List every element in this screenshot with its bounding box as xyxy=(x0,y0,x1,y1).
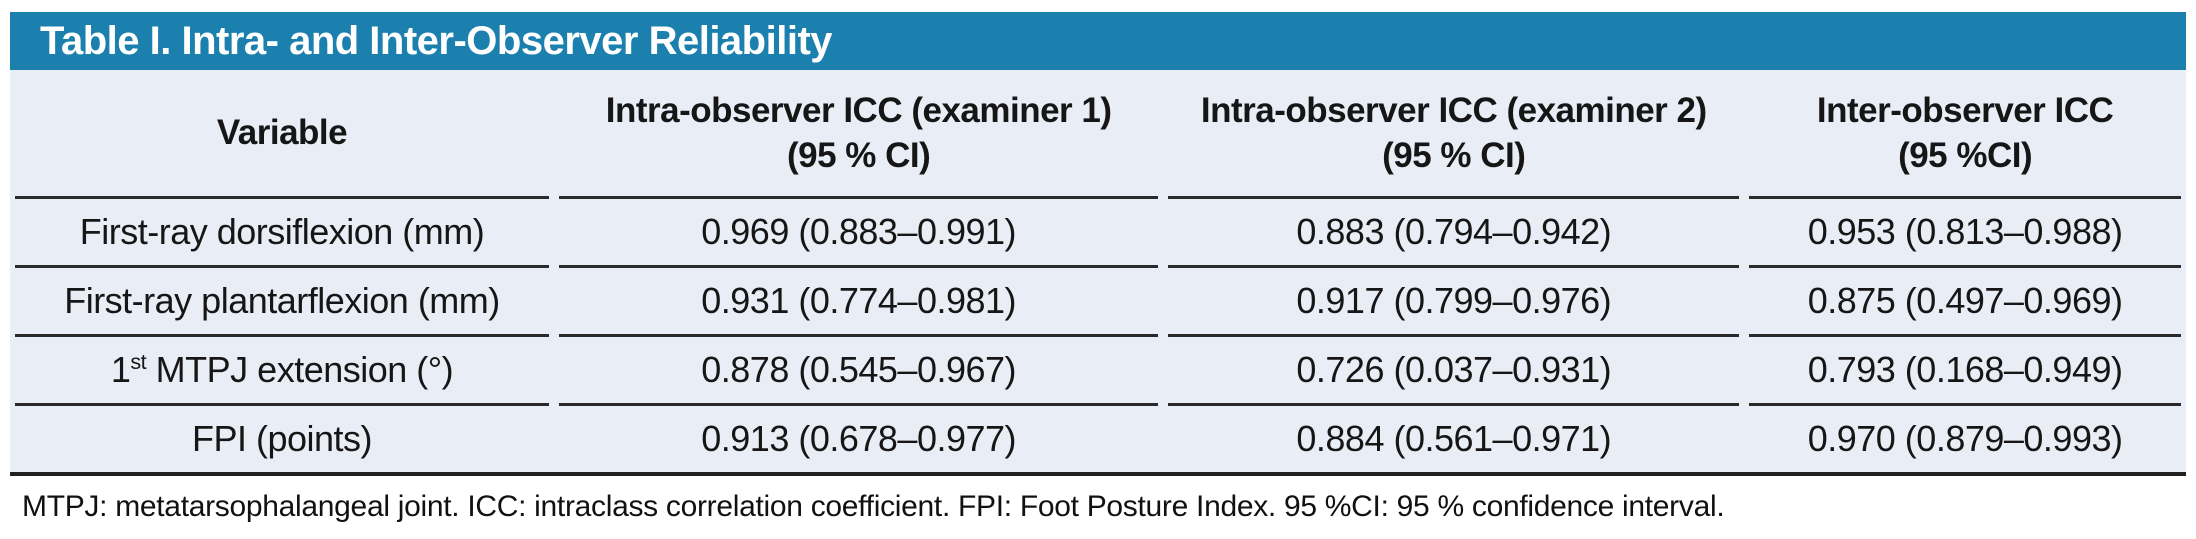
icc-value: 0.917 (0.799–0.976) xyxy=(1296,280,1612,321)
table-row: FPI (points) 0.913 (0.678–0.977) 0.884 (… xyxy=(10,403,2186,472)
column-header-label: Inter-observer ICC xyxy=(1816,90,2114,130)
column-header-inter-observer: Inter-observer ICC (95 %CI) xyxy=(1749,70,2181,196)
icc-value: 0.970 (0.879–0.993) xyxy=(1807,418,2123,459)
variable-cell: First-ray dorsiflexion (mm) xyxy=(15,196,549,265)
reliability-table: Table I. Intra- and Inter-Observer Relia… xyxy=(10,12,2186,524)
variable-label: First-ray plantarflexion (mm) xyxy=(64,280,500,322)
column-header-sublabel: (95 % CI) xyxy=(786,136,931,175)
icc-value-cell: 0.875 (0.497–0.969) xyxy=(1749,265,2181,334)
icc-value: 0.969 (0.883–0.991) xyxy=(701,211,1017,252)
table-row: First-ray plantarflexion (mm) 0.931 (0.7… xyxy=(10,265,2186,334)
icc-value-cell: 0.970 (0.879–0.993) xyxy=(1749,403,2181,472)
column-header-label: Intra-observer ICC (examiner 1) xyxy=(605,90,1112,130)
variable-cell: FPI (points) xyxy=(15,403,549,472)
icc-value: 0.875 (0.497–0.969) xyxy=(1807,280,2123,321)
icc-value-cell: 0.953 (0.813–0.988) xyxy=(1749,196,2181,265)
table-footnote: MTPJ: metatarsophalangeal joint. ICC: in… xyxy=(22,490,1725,523)
icc-value: 0.726 (0.037–0.931) xyxy=(1296,349,1612,390)
variable-label: First-ray dorsiflexion (mm) xyxy=(80,211,485,253)
table-header-row: Variable Intra-observer ICC (examiner 1)… xyxy=(10,70,2186,196)
variable-label: 1st MTPJ extension (°) xyxy=(110,349,454,391)
table-grid: Variable Intra-observer ICC (examiner 1)… xyxy=(10,70,2186,476)
variable-superscript: st xyxy=(130,349,147,374)
icc-value-cell: 0.917 (0.799–0.976) xyxy=(1168,265,1740,334)
variable-text: FPI (points) xyxy=(191,418,373,459)
icc-value-cell: 0.969 (0.883–0.991) xyxy=(559,196,1159,265)
column-header-variable: Variable xyxy=(15,70,549,196)
table-title: Table I. Intra- and Inter-Observer Relia… xyxy=(40,18,833,63)
variable-text: First-ray plantarflexion (mm) xyxy=(64,280,500,321)
icc-value: 0.884 (0.561–0.971) xyxy=(1296,418,1612,459)
variable-label: FPI (points) xyxy=(191,418,373,460)
column-header-label: Intra-observer ICC (examiner 2) xyxy=(1200,90,1707,130)
variable-text-post: MTPJ extension (°) xyxy=(146,349,454,390)
icc-value: 0.793 (0.168–0.949) xyxy=(1807,349,2123,390)
column-header-intra-observer-1: Intra-observer ICC (examiner 1) (95 % CI… xyxy=(559,70,1158,196)
icc-value-cell: 0.793 (0.168–0.949) xyxy=(1749,334,2181,403)
icc-value: 0.913 (0.678–0.977) xyxy=(701,418,1017,459)
icc-value-cell: 0.883 (0.794–0.942) xyxy=(1168,196,1740,265)
column-header-label: Variable xyxy=(216,113,348,153)
variable-cell: 1st MTPJ extension (°) xyxy=(15,334,549,403)
icc-value: 0.878 (0.545–0.967) xyxy=(701,349,1017,390)
icc-value: 0.953 (0.813–0.988) xyxy=(1807,211,2123,252)
icc-value-cell: 0.726 (0.037–0.931) xyxy=(1168,334,1740,403)
table-row: 1st MTPJ extension (°) 0.878 (0.545–0.96… xyxy=(10,334,2186,403)
icc-value-cell: 0.878 (0.545–0.967) xyxy=(559,334,1159,403)
icc-value-cell: 0.884 (0.561–0.971) xyxy=(1168,403,1740,472)
icc-value: 0.931 (0.774–0.981) xyxy=(701,280,1017,321)
variable-cell: First-ray plantarflexion (mm) xyxy=(15,265,549,334)
icc-value: 0.883 (0.794–0.942) xyxy=(1296,211,1612,252)
icc-value-cell: 0.931 (0.774–0.981) xyxy=(559,265,1159,334)
variable-text: First-ray dorsiflexion (mm) xyxy=(79,211,485,252)
column-header-sublabel: (95 % CI) xyxy=(1382,136,1526,175)
icc-value-cell: 0.913 (0.678–0.977) xyxy=(559,403,1159,472)
table-row: First-ray dorsiflexion (mm) 0.969 (0.883… xyxy=(10,196,2186,265)
column-header-sublabel: (95 %CI) xyxy=(1898,136,2033,175)
column-header-intra-observer-2: Intra-observer ICC (examiner 2) (95 % CI… xyxy=(1168,70,1739,196)
variable-text: 1 xyxy=(110,349,131,390)
table-title-bar: Table I. Intra- and Inter-Observer Relia… xyxy=(10,12,2186,70)
